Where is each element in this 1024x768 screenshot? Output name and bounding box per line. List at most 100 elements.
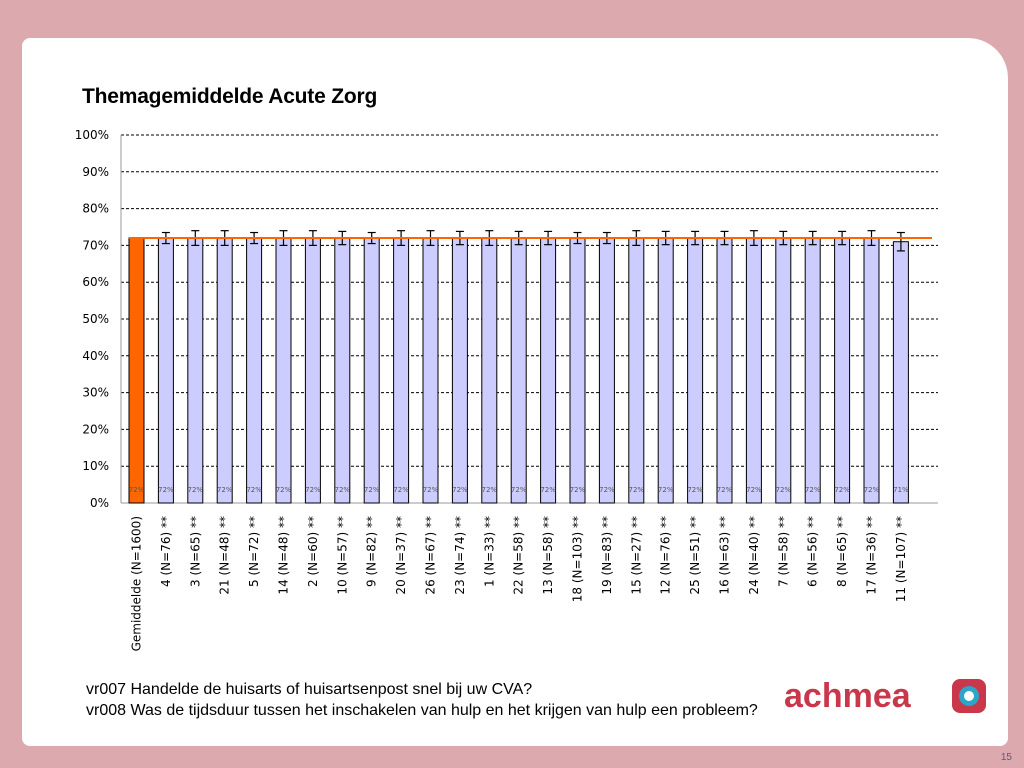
- x-tick-label: 1 (N=33) **: [482, 516, 496, 587]
- bar: [128, 237, 145, 504]
- data-label: 72%: [658, 486, 674, 494]
- x-tick-label: 6 (N=56) **: [806, 516, 820, 587]
- corner-shape: [968, 38, 1008, 78]
- bar: [304, 237, 321, 504]
- data-label: 72%: [746, 486, 762, 494]
- y-tick-label: 10%: [82, 459, 109, 473]
- y-tick-label: 50%: [82, 312, 109, 326]
- data-label: 72%: [305, 486, 321, 494]
- slide-title: Themagemiddelde Acute Zorg: [82, 85, 378, 108]
- data-label: 72%: [629, 486, 645, 494]
- x-tick-label: 26 (N=67) **: [424, 516, 438, 595]
- bar: [540, 237, 557, 504]
- x-tick-label: 17 (N=36) **: [865, 516, 879, 595]
- logo-wordmark: achmea: [784, 677, 912, 715]
- x-tick-label: Gemiddelde (N=1600): [130, 516, 144, 651]
- data-label: 72%: [158, 486, 174, 494]
- y-tick-label: 90%: [82, 165, 109, 179]
- y-tick-label: 20%: [82, 422, 109, 436]
- y-tick-label: 100%: [75, 128, 109, 142]
- y-tick-label: 70%: [82, 238, 109, 252]
- x-tick-label: 20 (N=37) **: [394, 516, 408, 595]
- x-tick-label: 12 (N=76) **: [659, 516, 673, 595]
- data-label: 72%: [717, 486, 733, 494]
- bar: [216, 237, 233, 504]
- x-tick-label: 10 (N=57) **: [335, 516, 349, 595]
- bar: [804, 237, 821, 504]
- data-label: 72%: [188, 486, 204, 494]
- bar-chart: 0% 10% 20% 30% 40% 50% 60% 70% 80% 90% 100% 72% Gemi…: [75, 128, 938, 651]
- x-tick-label: 23 (N=74) **: [453, 516, 467, 595]
- bar: [628, 237, 645, 504]
- y-tick-label: 30%: [82, 386, 109, 400]
- x-tick-label: 16 (N=63) **: [718, 516, 732, 595]
- x-tick-label: 19 (N=83) **: [600, 516, 614, 595]
- x-tick-label: 7 (N=58) **: [776, 516, 790, 587]
- bar: [481, 237, 498, 504]
- data-label: 72%: [393, 486, 409, 494]
- bar: [834, 237, 851, 504]
- x-tick-label: 25 (N=51) **: [688, 516, 702, 595]
- bar: [363, 237, 380, 504]
- data-label: 72%: [540, 486, 556, 494]
- data-label: 72%: [687, 486, 703, 494]
- data-label: 72%: [217, 486, 233, 494]
- x-tick-label: 3 (N=65) **: [188, 516, 202, 587]
- data-label: 72%: [364, 486, 380, 494]
- y-tick-label: 0%: [90, 496, 109, 510]
- data-label: 72%: [276, 486, 292, 494]
- caption: vr007 Handelde de huisarts of huisartsen…: [86, 679, 758, 721]
- caption-line-1: vr007 Handelde de huisarts of huisartsen…: [86, 681, 533, 698]
- x-tick-label: 21 (N=48) **: [218, 516, 232, 595]
- data-label: 72%: [452, 486, 468, 494]
- data-label: 72%: [423, 486, 439, 494]
- bar: [157, 237, 174, 504]
- achmea-logo: achmea: [784, 677, 986, 715]
- bar: [246, 237, 263, 504]
- bar: [892, 241, 909, 504]
- bar: [745, 237, 762, 504]
- bar: [393, 237, 410, 504]
- x-tick-label: 5 (N=72) **: [247, 516, 261, 587]
- bar: [422, 237, 439, 504]
- data-label: 72%: [246, 486, 262, 494]
- bar: [657, 237, 674, 504]
- x-tick-label: 8 (N=65) **: [835, 516, 849, 587]
- x-tick-label: 24 (N=40) **: [747, 516, 761, 595]
- data-label: 72%: [864, 486, 880, 494]
- data-label: 72%: [335, 486, 351, 494]
- x-tick-label: 11 (N=107) **: [894, 516, 908, 602]
- bar: [687, 237, 704, 504]
- data-label: 72%: [834, 486, 850, 494]
- data-label: 71%: [893, 486, 909, 494]
- bar: [187, 237, 204, 504]
- data-label: 72%: [511, 486, 527, 494]
- data-label: 72%: [599, 486, 615, 494]
- bar: [510, 237, 527, 504]
- caption-line-2: vr008 Was de tijdsduur tussen het inscha…: [86, 702, 758, 719]
- slide-corner: [968, 38, 1008, 78]
- x-tick-label: 15 (N=27) **: [629, 516, 643, 595]
- y-tick-label: 60%: [82, 275, 109, 289]
- bar: [863, 237, 880, 504]
- bar: [451, 237, 468, 504]
- x-tick-label: 2 (N=60) **: [306, 516, 320, 587]
- x-tick-label: 22 (N=58) **: [512, 516, 526, 595]
- data-label: 72%: [570, 486, 586, 494]
- bar: [275, 237, 292, 504]
- x-tick-label: 4 (N=76) **: [159, 516, 173, 587]
- bar: [775, 237, 792, 504]
- data-label: 72%: [482, 486, 498, 494]
- bar: [598, 237, 615, 504]
- bar: [716, 237, 733, 504]
- y-tick-label: 40%: [82, 349, 109, 363]
- x-tick-label: 18 (N=103) **: [571, 516, 585, 602]
- data-label: 72%: [776, 486, 792, 494]
- x-tick-label: 14 (N=48) **: [277, 516, 291, 595]
- y-tick-label: 80%: [82, 202, 109, 216]
- x-tick-label: 13 (N=58) **: [541, 516, 555, 595]
- data-label: 72%: [129, 486, 145, 494]
- bar: [334, 237, 351, 504]
- x-tick-label: 9 (N=82) **: [365, 516, 379, 587]
- logo-mark-icon: [952, 679, 986, 713]
